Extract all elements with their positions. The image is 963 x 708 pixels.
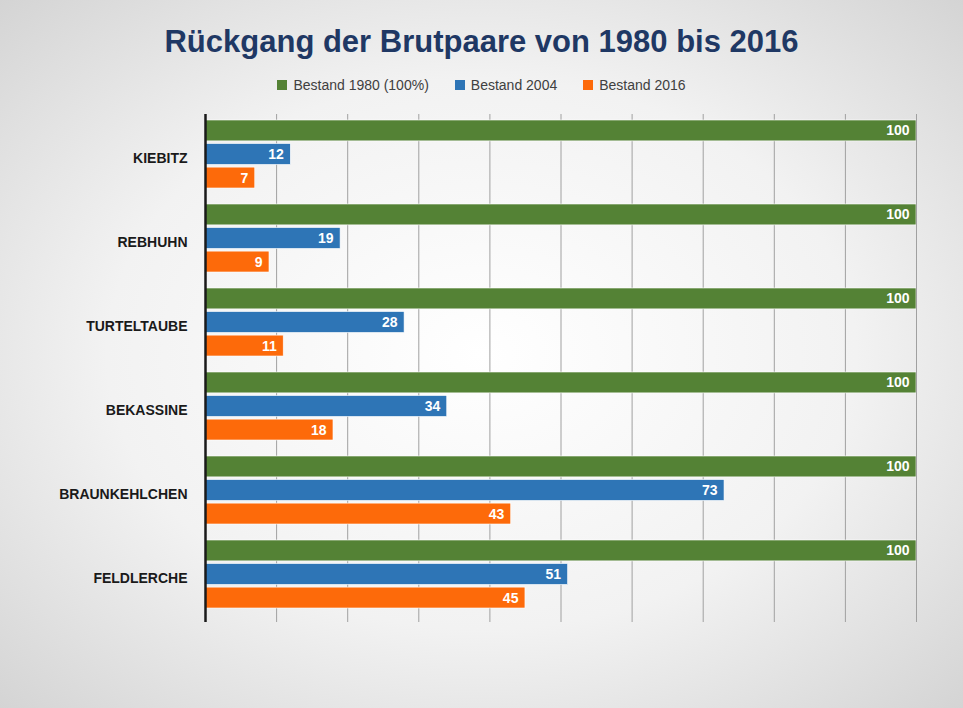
svg-text:100: 100 [886,122,910,138]
svg-text:100: 100 [886,374,910,390]
svg-text:FELDLERCHE: FELDLERCHE [93,570,187,586]
svg-text:REBHUHN: REBHUHN [118,234,188,250]
svg-text:KIEBITZ: KIEBITZ [133,150,188,166]
svg-text:100: 100 [886,458,910,474]
svg-text:BRAUNKEHLCHEN: BRAUNKEHLCHEN [59,486,187,502]
svg-text:BEKASSINE: BEKASSINE [106,402,188,418]
svg-text:73: 73 [702,482,718,498]
svg-text:100: 100 [886,290,910,306]
svg-text:34: 34 [425,398,441,414]
svg-text:19: 19 [318,230,334,246]
svg-text:43: 43 [489,506,505,522]
svg-text:100: 100 [886,542,910,558]
svg-text:51: 51 [546,566,562,582]
svg-text:11: 11 [262,338,277,354]
svg-text:12: 12 [268,146,284,162]
html-text:Bestand 2016: Bestand 2016 [599,77,686,93]
svg-text:100: 100 [886,206,910,222]
svg-text:9: 9 [255,254,263,270]
svg-text:45: 45 [503,590,519,606]
svg-text:28: 28 [382,314,398,330]
html-text:Rückgang der Brutpaare von 198: Rückgang der Brutpaare von 1980 bis 2016 [164,24,799,59]
svg-text:7: 7 [240,170,248,186]
html-text:Bestand 1980 (100%): Bestand 1980 (100%) [293,77,429,93]
html-text:Bestand 2004: Bestand 2004 [470,77,558,93]
svg-text:18: 18 [311,422,327,438]
svg-text:TURTELTAUBE: TURTELTAUBE [86,318,187,334]
